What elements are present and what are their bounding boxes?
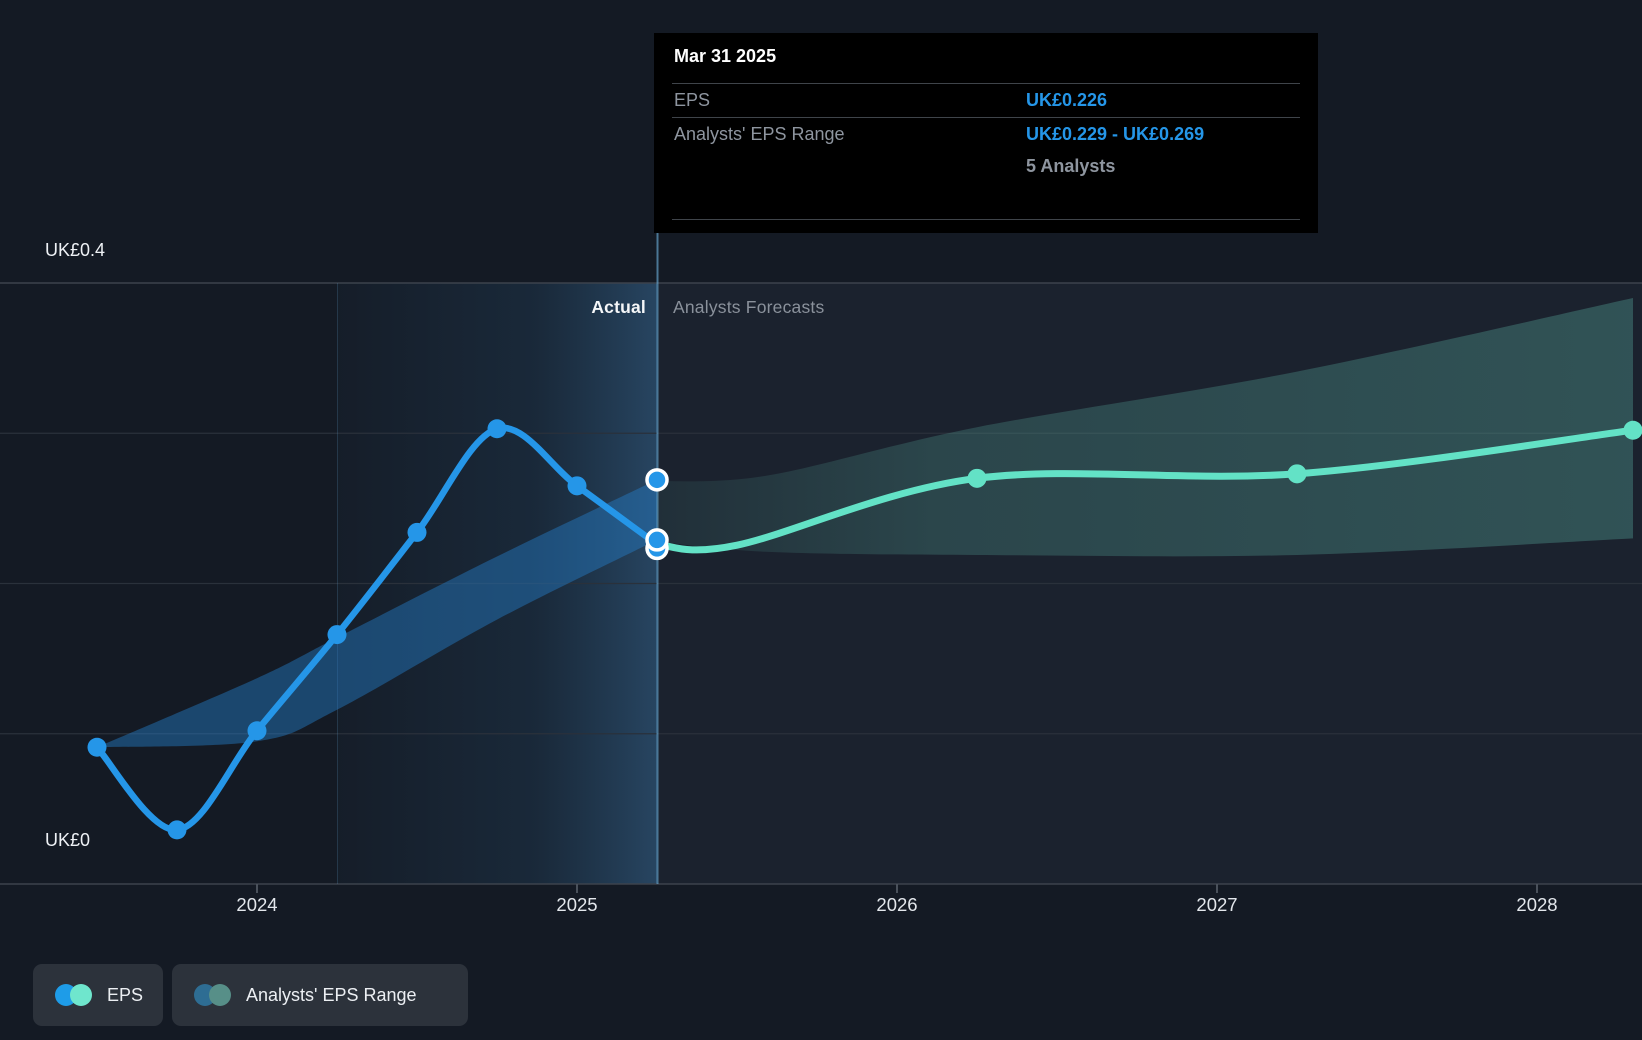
eps-actual-point-2024.25[interactable] bbox=[327, 625, 347, 645]
eps-actual-point-2025[interactable] bbox=[567, 476, 587, 496]
x-axis-label-2025: 2025 bbox=[556, 894, 598, 915]
chart-tooltip: Mar 31 2025 EPS UK£0.226 Analysts' EPS R… bbox=[654, 33, 1318, 233]
range-series-dots-icon bbox=[194, 984, 231, 1006]
x-axis-label-2028: 2028 bbox=[1516, 894, 1558, 915]
eps-forecast-point-2026.25[interactable] bbox=[967, 468, 987, 488]
forecast-section-label: Analysts Forecasts bbox=[673, 297, 825, 317]
legend-eps-chip[interactable]: EPS bbox=[33, 964, 163, 1026]
tooltip-date: Mar 31 2025 bbox=[674, 46, 777, 66]
x-axis-label-2027: 2027 bbox=[1196, 894, 1238, 915]
eps-actual-point-2024[interactable] bbox=[247, 721, 267, 741]
eps-series-dots-icon bbox=[55, 984, 92, 1006]
tooltip-separator bbox=[672, 117, 1300, 118]
eps-actual-point-2024.5[interactable] bbox=[407, 522, 427, 542]
hover-marker-range-high bbox=[645, 468, 669, 492]
y-axis-label-zero: UK£0 bbox=[45, 830, 91, 850]
hover-marker-range-low bbox=[645, 528, 669, 552]
eps-forecast-point-2028.3[interactable] bbox=[1623, 420, 1642, 440]
x-axis-label-2026: 2026 bbox=[876, 894, 918, 915]
chart-legend: EPS Analysts' EPS Range bbox=[33, 964, 468, 1026]
tooltip-analyst-count: 5 Analysts bbox=[1026, 156, 1116, 176]
legend-range-chip[interactable]: Analysts' EPS Range bbox=[172, 964, 468, 1026]
tooltip-range-label: Analysts' EPS Range bbox=[674, 124, 845, 144]
tooltip-eps-value: UK£0.226 bbox=[1026, 90, 1108, 110]
eps-forecast-point-2027.25[interactable] bbox=[1287, 464, 1307, 484]
eps-forecast-line bbox=[653, 426, 1637, 554]
eps-actual-point-2024.75[interactable] bbox=[487, 419, 507, 439]
legend-range-label: Analysts' EPS Range bbox=[246, 984, 417, 1005]
eps-actual-point-2023.5[interactable] bbox=[87, 737, 107, 757]
legend-eps-label: EPS bbox=[107, 984, 144, 1005]
y-axis-label-max: UK£0.4 bbox=[45, 240, 106, 260]
actual-section-label: Actual bbox=[591, 297, 646, 317]
tooltip-separator bbox=[672, 83, 1300, 84]
x-axis-label-2024: 2024 bbox=[236, 894, 278, 915]
tooltip-separator bbox=[672, 219, 1300, 220]
eps-actual-point-2023.75[interactable] bbox=[167, 820, 187, 840]
tooltip-range-value: UK£0.229 - UK£0.269 bbox=[1026, 124, 1205, 144]
tooltip-eps-label: EPS bbox=[674, 90, 711, 110]
